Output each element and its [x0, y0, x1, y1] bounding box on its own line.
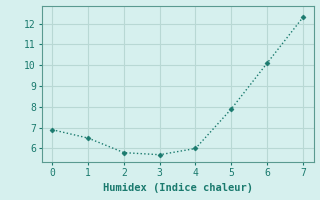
X-axis label: Humidex (Indice chaleur): Humidex (Indice chaleur) [103, 183, 252, 193]
